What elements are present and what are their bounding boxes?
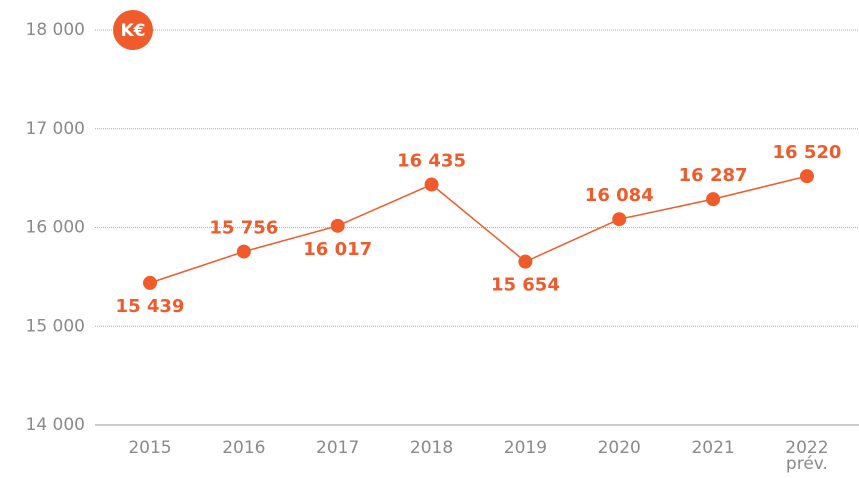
unit-badge (113, 10, 153, 50)
data-label: 16 084 (585, 185, 654, 206)
x-tick-label: 2022 prév. (785, 438, 829, 474)
y-tick-label: 16 000 (26, 218, 85, 238)
data-label: 15 756 (209, 218, 278, 239)
point (612, 212, 627, 227)
point (518, 254, 533, 269)
data-label: 16 520 (773, 142, 842, 163)
x-tick-label: 2021 (691, 438, 735, 458)
x-tick-label: 2018 (409, 438, 454, 458)
data-label: 16 435 (397, 151, 466, 172)
point (799, 169, 814, 184)
point (706, 192, 721, 207)
data-label: 16 287 (679, 165, 748, 186)
data-label: 15 654 (491, 275, 560, 296)
x-tick-label: 2020 (597, 438, 641, 458)
y-tick-label: 18 000 (26, 20, 85, 40)
point (330, 218, 345, 233)
point (143, 275, 157, 290)
y-tick-label: 15 000 (26, 316, 85, 336)
x-tick-label: 2015 (128, 438, 172, 458)
y-tick-label: 14 000 (26, 415, 85, 435)
data-label: 16 017 (303, 239, 372, 260)
x-tick-label: 2019 (503, 438, 548, 458)
unit-badge-label: K€ (120, 21, 145, 41)
y-tick-label: 17 000 (26, 119, 85, 139)
x-tick-label: 2016 (222, 438, 266, 458)
line (149, 175, 808, 284)
data-label: 15 439 (116, 296, 185, 317)
x-tick-label: 2017 (316, 438, 360, 458)
point (424, 177, 439, 192)
point (236, 244, 251, 259)
